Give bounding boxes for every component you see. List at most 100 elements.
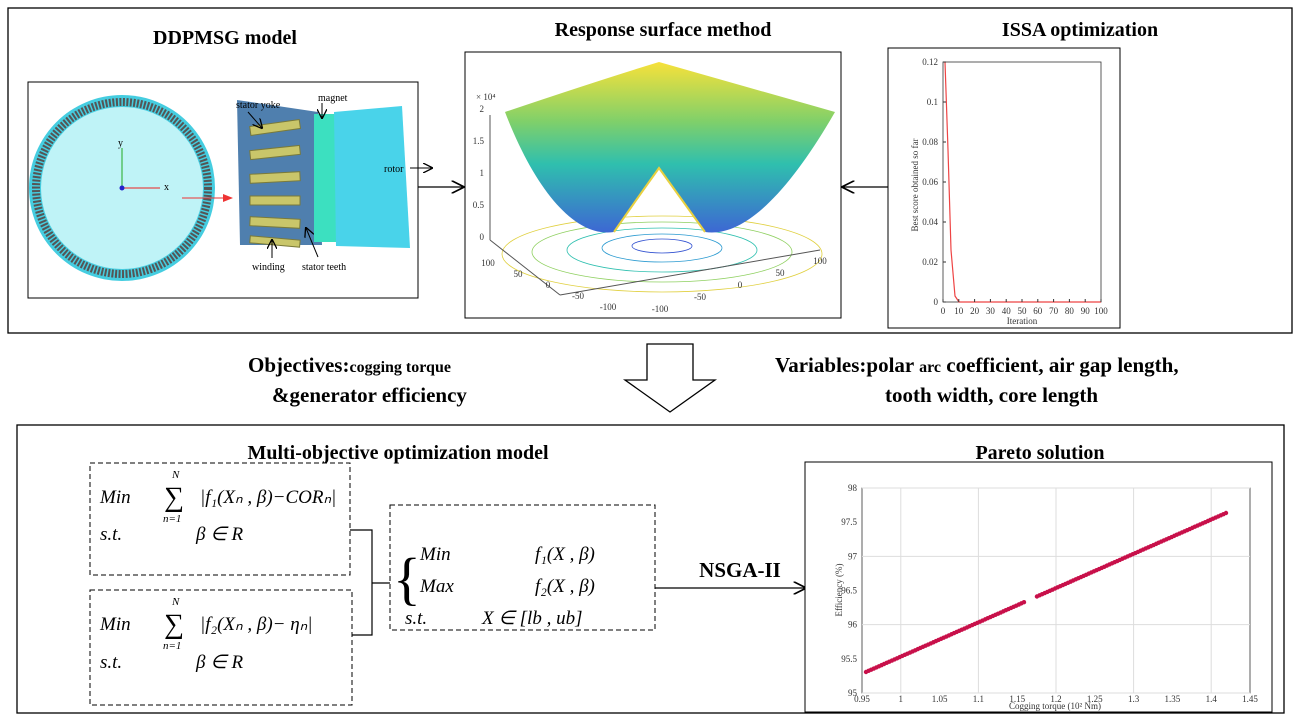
text: N bbox=[171, 469, 180, 481]
x-tick-label: 30 bbox=[986, 306, 996, 316]
x-tick-label: 0 bbox=[546, 280, 551, 290]
down-arrow bbox=[622, 343, 718, 413]
x-tick-label: 1 bbox=[899, 694, 904, 704]
text: s.t. bbox=[405, 608, 427, 629]
convergence-plot: Best score obtained so far Iteration bbox=[887, 47, 1121, 329]
x-tick-label: 1.1 bbox=[973, 694, 984, 704]
text: |f₁(Xₙ , β)−CORₙ| bbox=[200, 487, 336, 508]
text: ∑ bbox=[164, 482, 184, 513]
text: s.t. bbox=[100, 652, 122, 673]
text: |f₂(Xₙ , β)− ηₙ| bbox=[200, 614, 312, 635]
y-tick-label: 0.1 bbox=[927, 97, 938, 107]
title: ISSA optimization bbox=[1002, 19, 1158, 41]
title: DDPMSG model bbox=[153, 27, 297, 49]
y-tick-label: 0.02 bbox=[922, 257, 938, 267]
x-tick-label: 80 bbox=[1065, 306, 1075, 316]
text: arc bbox=[919, 359, 941, 376]
x-tick-label: 100 bbox=[481, 258, 495, 268]
text: β ∈ R bbox=[195, 652, 244, 673]
objectives: Objectives:cogging torque bbox=[248, 353, 451, 377]
y-tick-label: -100 bbox=[652, 304, 669, 314]
text: n=1 bbox=[163, 513, 181, 525]
y-tick-label: 50 bbox=[776, 268, 786, 278]
exponent-label: × 10⁴ bbox=[476, 92, 495, 102]
x-tick-label: 1.45 bbox=[1242, 694, 1258, 704]
formula-f2: Min ∑ N n=1 |f₂(Xₙ , β)− ηₙ| s.t. β ∈ R bbox=[89, 589, 353, 706]
part-label: stator teeth bbox=[302, 262, 346, 273]
text: N bbox=[171, 596, 180, 608]
text: Min bbox=[419, 544, 451, 565]
pareto-point bbox=[1021, 600, 1027, 605]
y-tick-label: 97.5 bbox=[841, 517, 857, 527]
z-tick-label: 2 bbox=[480, 104, 485, 114]
formula-f1: Min ∑ N n=1 |f₁(Xₙ , β)−CORₙ| s.t. β ∈ R bbox=[89, 462, 351, 576]
y-tick-label: 95 bbox=[848, 688, 858, 698]
x-tick-label: -50 bbox=[572, 291, 584, 301]
x-tick-label: 1.15 bbox=[1009, 694, 1025, 704]
top-frame bbox=[7, 7, 1293, 334]
x-tick-label: 70 bbox=[1049, 306, 1059, 316]
y-tick-label: 0 bbox=[934, 297, 939, 307]
x-tick-label: 90 bbox=[1081, 306, 1091, 316]
x-tick-label: -100 bbox=[600, 302, 617, 312]
x-tick-label: 100 bbox=[1094, 306, 1108, 316]
text: cogging torque bbox=[349, 359, 450, 376]
y-tick-label: 0 bbox=[738, 280, 743, 290]
text: β ∈ R bbox=[195, 524, 244, 545]
x-tick-label: 1.2 bbox=[1050, 694, 1061, 704]
part-label: stator yoke bbox=[236, 100, 281, 111]
y-tick-label: -50 bbox=[694, 292, 706, 302]
y-tick-label: 100 bbox=[813, 256, 827, 266]
variables: Variables:polar arc coefficient, air gap… bbox=[775, 353, 1179, 377]
x-tick-label: 1.4 bbox=[1206, 694, 1218, 704]
text: Max bbox=[419, 576, 454, 597]
objectives: &generator efficiency bbox=[272, 383, 467, 407]
connector bbox=[350, 529, 390, 636]
y-tick-label: 0.06 bbox=[922, 177, 938, 187]
x-tick-label: 1.05 bbox=[932, 694, 948, 704]
text: Min bbox=[99, 614, 131, 635]
x-tick-label: 40 bbox=[1002, 306, 1012, 316]
title: Multi-objective optimization model bbox=[247, 442, 548, 464]
z-tick-label: 1.5 bbox=[473, 136, 485, 146]
y-axis-label: Efficiency (%) bbox=[834, 563, 844, 616]
z-tick-label: 0.5 bbox=[473, 200, 485, 210]
x-axis-label: Iteration bbox=[1007, 316, 1038, 326]
title: Response surface method bbox=[555, 19, 772, 41]
x-tick-label: 1.25 bbox=[1087, 694, 1103, 704]
x-tick-label: 20 bbox=[970, 306, 980, 316]
text: coefficient, air gap length, bbox=[941, 353, 1179, 377]
text: f₂(X , β) bbox=[535, 576, 595, 597]
y-tick-label: 95.5 bbox=[841, 654, 857, 664]
x-tick-label: 10 bbox=[954, 306, 964, 316]
text: Objectives: bbox=[248, 353, 349, 377]
y-tick-label: 96 bbox=[848, 620, 858, 630]
text: s.t. bbox=[100, 524, 122, 545]
title: Pareto solution bbox=[975, 442, 1104, 464]
y-tick-label: 96.5 bbox=[841, 586, 857, 596]
text: X ∈ [lb , ub] bbox=[481, 608, 582, 629]
text: Variables:polar bbox=[775, 353, 919, 377]
x-tick-label: 50 bbox=[514, 269, 524, 279]
x-tick-label: 50 bbox=[1018, 306, 1028, 316]
formula-system: { Min f₁(X , β) Max f₂(X , β) s.t. X ∈ [… bbox=[389, 504, 656, 631]
bottom-frame bbox=[16, 424, 1285, 714]
x-tick-label: 1.35 bbox=[1165, 694, 1181, 704]
text: ∑ bbox=[164, 609, 184, 640]
text: { bbox=[393, 546, 421, 611]
y-tick-label: 97 bbox=[848, 551, 858, 561]
y-tick-label: 98 bbox=[848, 483, 858, 493]
y-tick-label: 0.04 bbox=[922, 217, 938, 227]
part-label: magnet bbox=[318, 93, 348, 104]
text: Min bbox=[99, 487, 131, 508]
text: f₁(X , β) bbox=[535, 544, 595, 565]
x-tick-label: 1.3 bbox=[1128, 694, 1140, 704]
surface-image: × 10⁴ bbox=[464, 51, 842, 319]
axis-label: y bbox=[118, 138, 123, 149]
part-label: rotor bbox=[384, 164, 404, 175]
z-tick-label: 1 bbox=[480, 168, 485, 178]
y-axis-label: Best score obtained so far bbox=[910, 139, 920, 232]
x-tick-label: 0 bbox=[941, 306, 946, 316]
